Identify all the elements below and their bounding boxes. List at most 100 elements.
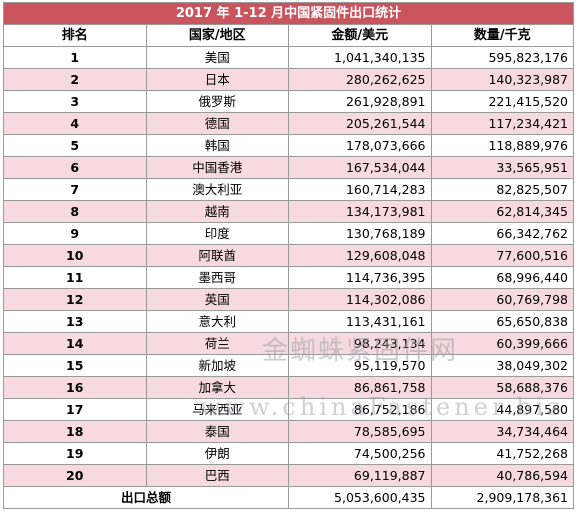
total-row: 出口总额 5,053,600,435 2,909,178,361 [3, 486, 574, 509]
rank-cell: 11 [3, 266, 147, 289]
rank-cell: 12 [3, 288, 147, 311]
export-stats-table-container: 2017 年 1-12 月中国紧固件出口统计 排名 国家/地区 金额/美元 数量… [3, 2, 574, 509]
table-row: 13 意大利 113,431,161 65,650,838 [3, 310, 574, 333]
table-row: 4 德国 205,261,544 117,234,421 [3, 112, 574, 135]
country-cell: 巴西 [145, 464, 289, 487]
table-row: 17 马来西亚 86,752,186 44,897,580 [3, 398, 574, 421]
amount-cell: 129,608,048 [288, 244, 432, 267]
country-cell: 加拿大 [145, 376, 289, 399]
amount-cell: 74,500,256 [288, 442, 432, 465]
rank-cell: 16 [3, 376, 147, 399]
country-cell: 俄罗斯 [145, 90, 289, 113]
table-row: 10 阿联酋 129,608,048 77,600,516 [3, 244, 574, 267]
table-row: 12 英国 114,302,086 60,769,798 [3, 288, 574, 311]
table-row: 6 中国香港 167,534,044 33,565,951 [3, 156, 574, 179]
table-row: 5 韩国 178,073,666 118,889,976 [3, 134, 574, 157]
rank-cell: 7 [3, 178, 147, 201]
header-quantity: 数量/千克 [430, 24, 574, 47]
country-cell: 德国 [145, 112, 289, 135]
rank-cell: 4 [3, 112, 147, 135]
header-country: 国家/地区 [145, 24, 289, 47]
country-cell: 英国 [145, 288, 289, 311]
amount-cell: 205,261,544 [288, 112, 432, 135]
amount-cell: 178,073,666 [288, 134, 432, 157]
rank-cell: 1 [3, 46, 147, 69]
table-header-row: 排名 国家/地区 金额/美元 数量/千克 [3, 24, 574, 47]
amount-cell: 86,752,186 [288, 398, 432, 421]
total-quantity-cell: 2,909,178,361 [430, 486, 574, 509]
table-row: 16 加拿大 86,861,758 58,688,376 [3, 376, 574, 399]
quantity-cell: 60,769,798 [430, 288, 574, 311]
table-row: 2 日本 280,262,625 140,323,987 [3, 68, 574, 91]
table-title-row: 2017 年 1-12 月中国紧固件出口统计 [3, 2, 574, 25]
table-row: 11 墨西哥 114,736,395 68,996,440 [3, 266, 574, 289]
table-row: 18 泰国 78,585,695 34,734,464 [3, 420, 574, 443]
country-cell: 马来西亚 [145, 398, 289, 421]
country-cell: 意大利 [145, 310, 289, 333]
amount-cell: 86,861,758 [288, 376, 432, 399]
quantity-cell: 33,565,951 [430, 156, 574, 179]
rank-cell: 14 [3, 332, 147, 355]
quantity-cell: 140,323,987 [430, 68, 574, 91]
table-row: 19 伊朗 74,500,256 41,752,268 [3, 442, 574, 465]
rank-cell: 15 [3, 354, 147, 377]
country-cell: 美国 [145, 46, 289, 69]
quantity-cell: 38,049,302 [430, 354, 574, 377]
country-cell: 越南 [145, 200, 289, 223]
quantity-cell: 82,825,507 [430, 178, 574, 201]
table-row: 20 巴西 69,119,887 40,786,594 [3, 464, 574, 487]
rank-cell: 19 [3, 442, 147, 465]
amount-cell: 95,119,570 [288, 354, 432, 377]
header-amount: 金额/美元 [288, 24, 432, 47]
amount-cell: 114,302,086 [288, 288, 432, 311]
country-cell: 澳大利亚 [145, 178, 289, 201]
rank-cell: 20 [3, 464, 147, 487]
amount-cell: 280,262,625 [288, 68, 432, 91]
table-title: 2017 年 1-12 月中国紧固件出口统计 [3, 2, 574, 25]
country-cell: 日本 [145, 68, 289, 91]
quantity-cell: 117,234,421 [430, 112, 574, 135]
country-cell: 阿联酋 [145, 244, 289, 267]
quantity-cell: 65,650,838 [430, 310, 574, 333]
country-cell: 新加坡 [145, 354, 289, 377]
rank-cell: 2 [3, 68, 147, 91]
country-cell: 墨西哥 [145, 266, 289, 289]
table-row: 3 俄罗斯 261,928,891 221,415,520 [3, 90, 574, 113]
quantity-cell: 595,823,176 [430, 46, 574, 69]
rank-cell: 8 [3, 200, 147, 223]
country-cell: 伊朗 [145, 442, 289, 465]
rank-cell: 3 [3, 90, 147, 113]
table-row: 7 澳大利亚 160,714,283 82,825,507 [3, 178, 574, 201]
quantity-cell: 66,342,762 [430, 222, 574, 245]
quantity-cell: 60,399,666 [430, 332, 574, 355]
quantity-cell: 58,688,376 [430, 376, 574, 399]
table-row: 14 荷兰 98,243,134 60,399,666 [3, 332, 574, 355]
country-cell: 荷兰 [145, 332, 289, 355]
quantity-cell: 34,734,464 [430, 420, 574, 443]
quantity-cell: 68,996,440 [430, 266, 574, 289]
table-row: 15 新加坡 95,119,570 38,049,302 [3, 354, 574, 377]
table-row: 8 越南 134,173,981 62,814,345 [3, 200, 574, 223]
rank-cell: 9 [3, 222, 147, 245]
rank-cell: 10 [3, 244, 147, 267]
quantity-cell: 77,600,516 [430, 244, 574, 267]
amount-cell: 261,928,891 [288, 90, 432, 113]
rank-cell: 17 [3, 398, 147, 421]
rank-cell: 18 [3, 420, 147, 443]
amount-cell: 78,585,695 [288, 420, 432, 443]
rank-cell: 6 [3, 156, 147, 179]
country-cell: 印度 [145, 222, 289, 245]
amount-cell: 114,736,395 [288, 266, 432, 289]
quantity-cell: 62,814,345 [430, 200, 574, 223]
amount-cell: 113,431,161 [288, 310, 432, 333]
amount-cell: 134,173,981 [288, 200, 432, 223]
quantity-cell: 44,897,580 [430, 398, 574, 421]
quantity-cell: 40,786,594 [430, 464, 574, 487]
country-cell: 中国香港 [145, 156, 289, 179]
amount-cell: 130,768,189 [288, 222, 432, 245]
export-stats-table: 2017 年 1-12 月中国紧固件出口统计 排名 国家/地区 金额/美元 数量… [3, 2, 574, 509]
quantity-cell: 41,752,268 [430, 442, 574, 465]
quantity-cell: 118,889,976 [430, 134, 574, 157]
table-row: 9 印度 130,768,189 66,342,762 [3, 222, 574, 245]
header-rank: 排名 [3, 24, 147, 47]
